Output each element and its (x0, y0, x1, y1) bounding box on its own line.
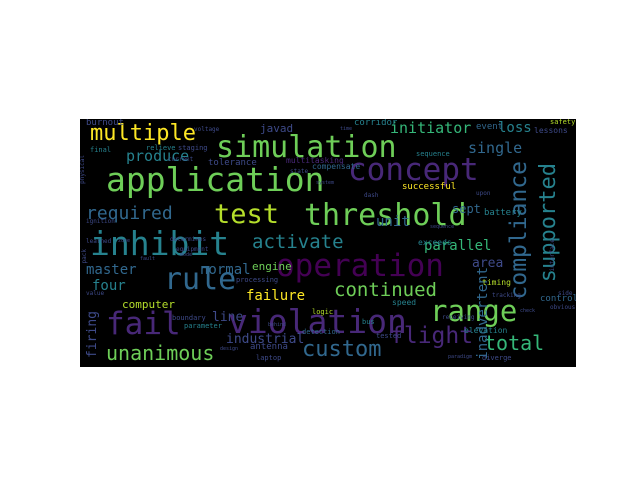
word-loss: loss (498, 120, 532, 136)
word-continued: continued (334, 279, 437, 301)
word-control: control (540, 294, 576, 304)
word-inhibit: inhibit (90, 224, 230, 263)
word-interface: interface (549, 239, 556, 272)
word-final: final (90, 146, 112, 154)
word-engine: engine (252, 260, 292, 273)
word-multitasking: multitasking (286, 156, 344, 165)
word-relieve: relieve (146, 144, 176, 152)
word-corridor: corridor (354, 119, 398, 128)
word-burnout: burnout (86, 119, 124, 128)
word-simulation: simulation (216, 130, 397, 165)
word-failure: failure (246, 288, 306, 304)
word-system: system (316, 180, 335, 186)
word-sequence: sequence (416, 150, 450, 158)
word-tested: tested (376, 332, 402, 340)
word-computer: computer (122, 298, 175, 311)
word-boundary: boundary (172, 314, 206, 322)
word-produce: produce (126, 147, 190, 165)
word-line: line (212, 310, 244, 325)
word-voltage: voltage (194, 126, 220, 133)
word-area: area (472, 256, 504, 271)
word-state: state (290, 168, 309, 175)
word-sept: sept (452, 202, 481, 216)
word-violation: violation (228, 302, 407, 341)
word-activate: activate (252, 231, 344, 253)
word-time: time (340, 126, 353, 132)
word-firing: firing (85, 311, 100, 358)
word-zone: zone (118, 238, 131, 244)
word-single: single (468, 139, 523, 157)
word-compensate: compensate (312, 162, 361, 171)
word-range: range (430, 294, 518, 328)
word-paradigm: paradigm (448, 354, 473, 360)
word-fault: fault (140, 256, 156, 262)
word-staging: staging (178, 144, 208, 152)
word-tracking: tracking (492, 292, 521, 299)
word-parallel: parallel (424, 238, 492, 254)
word-successful: successful (402, 182, 457, 192)
word-side: side (558, 290, 573, 297)
word-required: required (86, 203, 173, 224)
word-unanimous: unanimous (106, 341, 215, 365)
word-processing: processing (236, 276, 279, 284)
word-design: design (220, 346, 239, 352)
word-learned: learned (86, 238, 112, 245)
word-battery: battery (484, 208, 522, 218)
word-diverge: diverge (482, 354, 512, 362)
word-normal: normal (200, 262, 251, 278)
word-unit: unit (376, 214, 410, 230)
word-bus: bus (362, 318, 375, 326)
word-custom: custom (302, 337, 382, 362)
word-physical: physical (80, 155, 86, 184)
word-behind: behind (268, 322, 287, 328)
word-test: test (214, 199, 280, 230)
word-upon: upon (476, 190, 491, 197)
word-safety: safety (550, 119, 576, 126)
word-exceeds: exceeds (418, 238, 452, 247)
word-lessons: lessons (534, 126, 568, 135)
word-flight: flight (390, 323, 474, 349)
word-industrial: industrial (226, 332, 305, 347)
word-ignition: ignition (86, 218, 115, 225)
word-fail: fail (106, 306, 181, 342)
word-total: total (484, 331, 545, 355)
word-receiving: receiving (442, 314, 475, 321)
word-speed: speed (392, 298, 417, 307)
word-determines: determines (170, 236, 207, 243)
word-multiple: multiple (90, 121, 196, 146)
word-initiator: initiator (390, 119, 472, 137)
word-timing: timing (482, 278, 511, 287)
word-sequence: sequence (430, 224, 455, 230)
word-logic: logic (312, 308, 334, 316)
word-cloud: simulation application concept threshold inh… (80, 119, 576, 367)
word-compliance: compliance (506, 161, 532, 300)
word-four: four (92, 278, 126, 294)
word-detection: detection (302, 328, 340, 336)
word-application: application (106, 160, 325, 199)
word-laptop: laptop (256, 354, 282, 362)
word-check: check (520, 308, 536, 314)
word-obvious: obvious (550, 304, 576, 311)
word-parameter: parameter (184, 322, 222, 330)
word-master: master (86, 262, 137, 278)
word-current: current (168, 156, 194, 163)
word-threshold: threshold (304, 198, 467, 233)
word-value: value (86, 290, 105, 297)
word-tolerance: tolerance (208, 158, 257, 168)
word-antenna: antenna (250, 342, 288, 352)
word-pack: pack (81, 249, 88, 264)
word-rule: rule (164, 262, 237, 297)
word-dash: dash (364, 192, 379, 199)
word-concept: concept (348, 152, 479, 188)
word-operation: operation (276, 248, 444, 284)
word-equipment: equipment (176, 246, 209, 253)
word-event: event (476, 122, 504, 132)
word-mode: mode (180, 252, 193, 258)
word-javad: javad (260, 122, 294, 135)
word-elevation: elevation (464, 326, 508, 335)
